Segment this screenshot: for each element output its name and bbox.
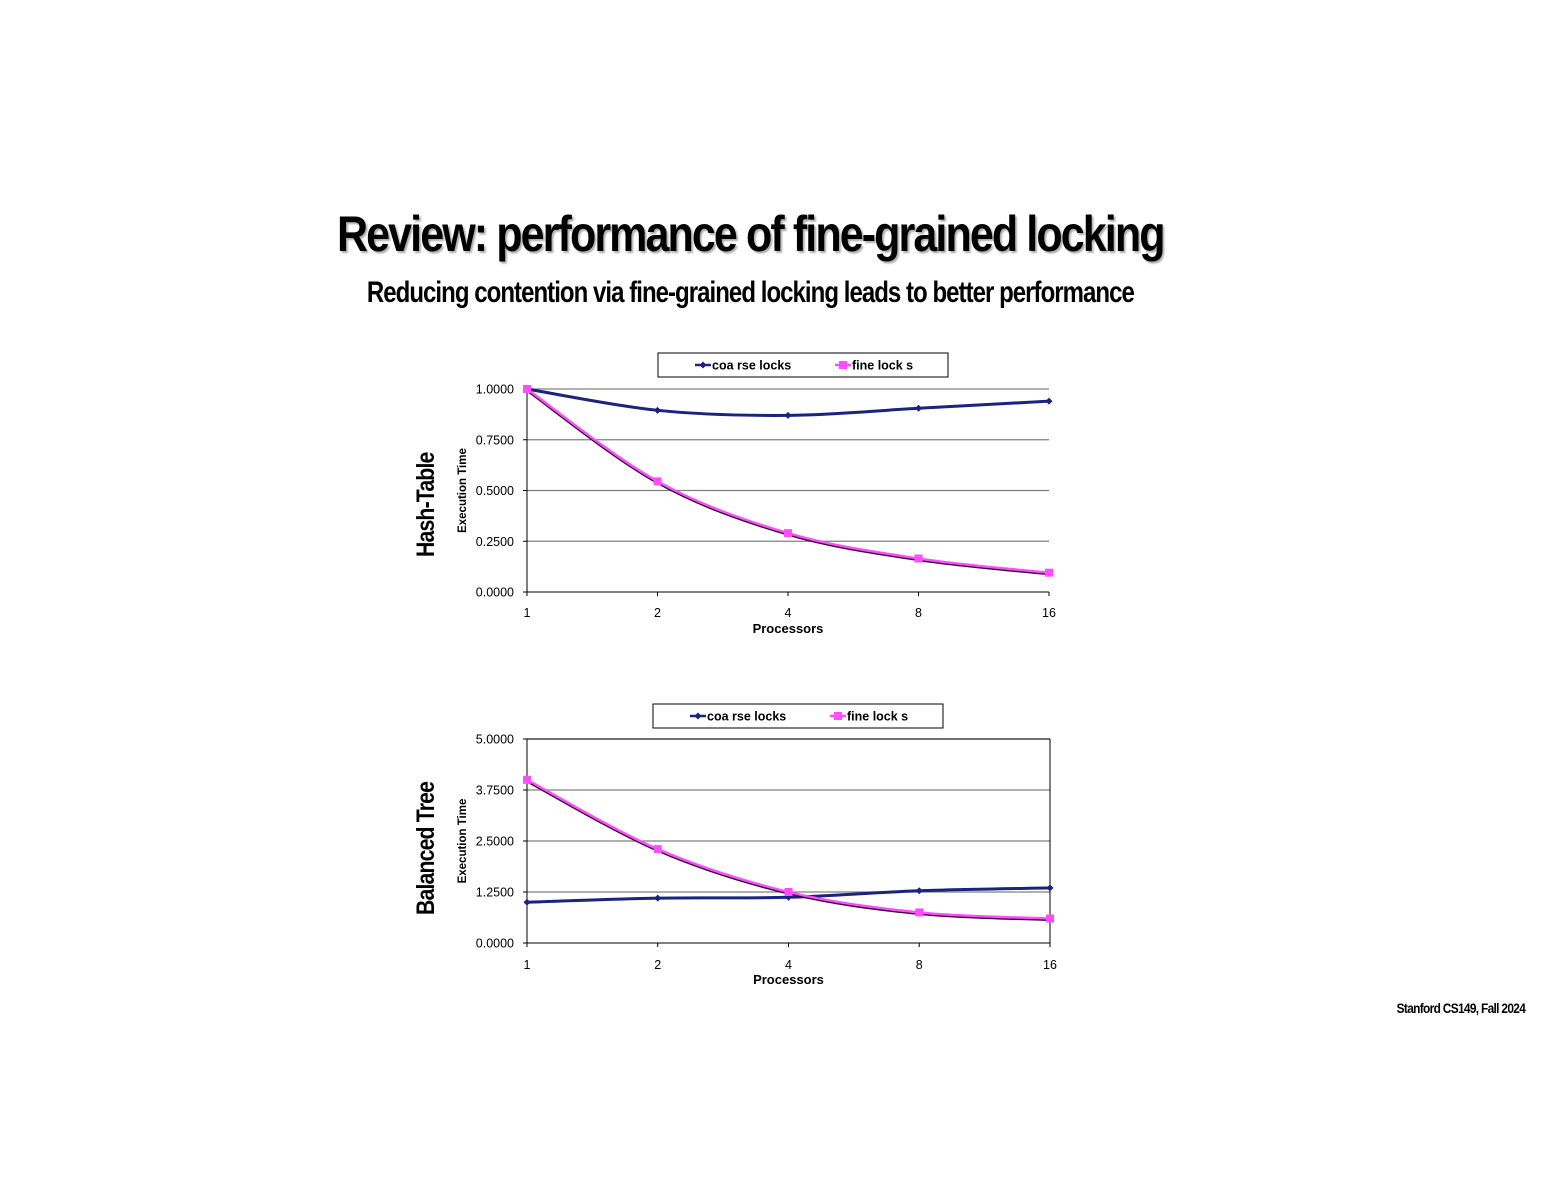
legend-label: fine lock s xyxy=(847,710,908,724)
data-point-square xyxy=(653,845,662,854)
data-point-diamond xyxy=(654,406,661,414)
y-tick-label: 1.2500 xyxy=(476,886,514,900)
data-point-square xyxy=(523,385,531,393)
y-tick-label: 3.7500 xyxy=(476,784,514,798)
chart-legend: coa rse locks fine lock s xyxy=(652,703,944,729)
series-line-coarse xyxy=(526,387,1050,417)
y-tick-label: 0.0000 xyxy=(476,937,514,951)
x-tick-label: 16 xyxy=(1042,606,1056,620)
chart-1: 0.0000 1.2500 2.5000 3.7500 5.0000 1 2 4 8 16 Proc… xyxy=(457,703,1057,987)
legend-diamond-icon xyxy=(694,712,702,720)
chart-legend: coa rse locks fine lock s xyxy=(657,352,949,378)
x-axis-label: Processors xyxy=(753,621,824,636)
y-tick-label: 0.2500 xyxy=(476,535,514,549)
legend-label: coa rse locks xyxy=(707,710,786,724)
legend-square-icon xyxy=(834,712,842,720)
data-point-square xyxy=(1046,914,1054,923)
data-point-diamond xyxy=(784,411,792,419)
data-point-square xyxy=(915,908,924,917)
x-tick-label: 8 xyxy=(915,606,922,620)
slide-title: Review: performance of fine-grained lock… xyxy=(336,206,1165,262)
x-tick-label: 1 xyxy=(524,958,531,972)
x-tick-label: 1 xyxy=(524,606,531,620)
data-point-diamond xyxy=(915,887,923,895)
data-point-diamond xyxy=(1046,884,1054,892)
y-tick-label: 2.5000 xyxy=(476,835,514,849)
footer-credit: Stanford CS149, Fall 2024 xyxy=(1396,1000,1525,1016)
y-axis-label: Execution Time xyxy=(457,799,469,884)
legend-diamond-icon xyxy=(699,361,707,369)
data-point-square xyxy=(784,529,792,538)
x-tick-label: 2 xyxy=(654,958,661,972)
y-axis-label: Execution Time xyxy=(457,448,469,533)
data-point-diamond xyxy=(915,404,922,412)
y-tick-label: 0.7500 xyxy=(476,433,514,447)
data-point-square xyxy=(784,888,793,896)
data-point-diamond xyxy=(523,898,531,906)
x-tick-label: 16 xyxy=(1043,958,1057,972)
x-tick-label: 8 xyxy=(916,958,923,972)
data-point-square xyxy=(1045,568,1053,577)
data-point-square xyxy=(914,554,923,563)
data-point-square xyxy=(653,477,662,486)
y-tick-label: 5.0000 xyxy=(476,733,514,747)
slide-subtitle: Reducing contention via fine-grained loc… xyxy=(366,276,1135,309)
legend-square-icon xyxy=(839,361,847,369)
x-axis-label: Processors xyxy=(753,972,824,987)
x-tick-label: 4 xyxy=(785,958,792,972)
data-point-square xyxy=(523,775,531,784)
legend-label: coa rse locks xyxy=(712,359,791,373)
x-tick-label: 2 xyxy=(654,606,661,620)
y-tick-label: 1.0000 xyxy=(476,383,514,397)
legend-label: fine lock s xyxy=(852,359,913,373)
x-tick-label: 4 xyxy=(785,606,792,620)
y-tick-label: 0.0000 xyxy=(476,586,514,600)
data-point-diamond xyxy=(654,894,662,902)
chart-0: 0.0000 0.2500 0.5000 0.7500 1.0000 1 2 4 8 16 Proc… xyxy=(457,352,1056,636)
data-point-diamond xyxy=(1045,397,1053,405)
y-tick-label: 0.5000 xyxy=(476,484,514,498)
